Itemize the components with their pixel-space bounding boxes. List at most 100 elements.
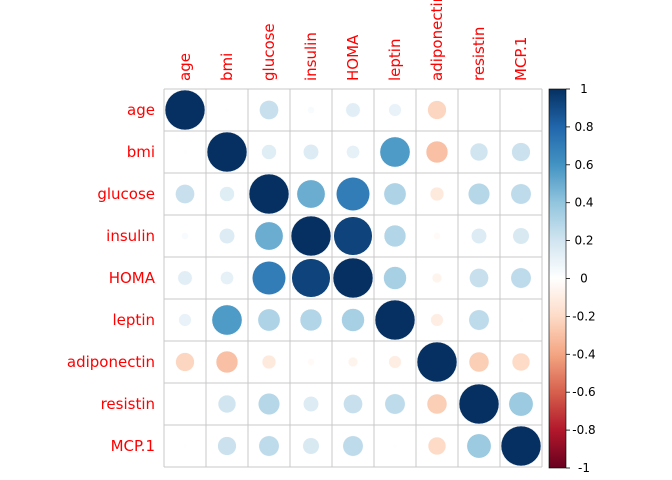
correlation-circle (211, 304, 243, 336)
correlation-circle (468, 309, 490, 331)
grid (163, 88, 543, 468)
correlation-circle (427, 100, 447, 120)
correlation-circle (430, 313, 444, 327)
correlation-circle (468, 351, 490, 373)
correlation-circle (384, 393, 406, 415)
correlation-circle (302, 437, 320, 455)
correlation-circle (181, 232, 189, 240)
correlation-circle (178, 313, 192, 327)
correlation-circle (341, 308, 365, 332)
column-label: bmi (218, 53, 236, 81)
correlation-circle (333, 216, 373, 256)
correlation-circle (248, 173, 290, 215)
correlation-circle (346, 145, 360, 159)
correlation-circle (343, 394, 363, 414)
column-label: glucose (260, 23, 278, 81)
correlation-circle (219, 228, 235, 244)
correlation-circle (500, 425, 542, 467)
correlation-circle (219, 186, 235, 202)
correlation-circle (182, 443, 188, 449)
correlation-circle (303, 396, 319, 412)
correlation-circle (433, 232, 441, 240)
column-label: MCP.1 (512, 37, 530, 81)
correlation-circle (252, 261, 286, 295)
correlation-circle (431, 272, 443, 284)
correlation-circle (261, 354, 277, 370)
correlation-circle (307, 106, 315, 114)
colorbar-tick-label: 1 (580, 82, 588, 96)
colorbar-tick-label: 0.6 (574, 158, 593, 172)
correlation-circle (307, 358, 315, 366)
column-labels: age bmi glucose insulin HOMA leptin adiponecti… (176, 0, 530, 81)
correlation-circle (342, 435, 364, 457)
colorbar (549, 89, 566, 468)
correlation-circle (518, 107, 524, 113)
correlation-circle (511, 142, 531, 162)
column-label: insulin (302, 32, 320, 81)
colorbar-tick-label: 0.8 (574, 120, 593, 134)
column-label: resistin (470, 27, 488, 81)
correlation-circle (258, 435, 280, 457)
column-label: adiponectin (428, 0, 446, 81)
correlation-circle (467, 182, 491, 206)
correlation-circle (290, 215, 332, 257)
colorbar-tick-label: -0.2 (572, 309, 595, 323)
correlation-circle (425, 140, 449, 164)
correlation-circle (383, 182, 407, 206)
correlation-circle (426, 393, 448, 415)
row-label: bmi (127, 143, 155, 161)
correlation-circle (374, 299, 416, 341)
correlation-circle (215, 350, 239, 374)
colorbar-legend: 1 0.8 0.6 0.4 0.2 0 -0.2 -0.4 -0.6 -0.8 -1 (548, 82, 596, 475)
colorbar-tick-label: 0.2 (574, 234, 593, 248)
correlation-circle (257, 392, 281, 416)
correlation-circle (182, 149, 188, 155)
correlation-circle (175, 352, 195, 372)
correlation-circle (510, 267, 532, 289)
column-label: HOMA (344, 34, 362, 81)
colorbar-tick-label: -0.8 (572, 423, 595, 437)
correlation-circle (175, 184, 195, 204)
row-label: insulin (106, 227, 155, 245)
correlation-circle (303, 144, 319, 160)
colorbar-ticks: 1 0.8 0.6 0.4 0.2 0 -0.2 -0.4 -0.6 -0.8 -1 (548, 82, 596, 475)
correlation-circle (429, 186, 445, 202)
correlation-circle (254, 221, 284, 251)
correlation-circle (427, 436, 447, 456)
correlation-circle (296, 179, 326, 209)
correlation-circle (177, 270, 193, 286)
correlation-circle (416, 341, 458, 383)
correlation-circle (383, 224, 407, 248)
correlation-circle (347, 356, 359, 368)
correlation-circle (257, 308, 281, 332)
correlation-circle (471, 228, 487, 244)
correlation-circle (458, 383, 500, 425)
colorbar-tick-label: -0.6 (572, 385, 595, 399)
correlation-circles (164, 89, 542, 467)
row-label: glucose (97, 185, 155, 203)
colorbar-tick-label: 0 (580, 272, 588, 286)
row-label: leptin (113, 311, 155, 329)
colorbar-tick-label: 0.4 (574, 196, 593, 210)
correlation-circle (217, 394, 237, 414)
correlation-circle (332, 257, 374, 299)
colorbar-tick-label: -0.4 (572, 347, 595, 361)
row-label: MCP.1 (111, 437, 155, 455)
correlation-circle (345, 102, 361, 118)
correlation-circle (469, 142, 489, 162)
column-label: leptin (386, 39, 404, 81)
correlation-circle (469, 268, 489, 288)
colorbar-tick-label: -1 (578, 461, 590, 475)
correlation-circle (383, 266, 407, 290)
row-label: HOMA (109, 269, 156, 287)
correlation-circle (511, 352, 531, 372)
correlation-circle (466, 433, 492, 459)
correlation-circle (224, 107, 230, 113)
correlation-circle (259, 100, 279, 120)
correlation-circle (388, 355, 402, 369)
row-label: adiponectin (67, 353, 155, 371)
correlation-circle (518, 317, 524, 323)
column-label: age (176, 53, 194, 81)
correlation-circle (508, 391, 534, 417)
